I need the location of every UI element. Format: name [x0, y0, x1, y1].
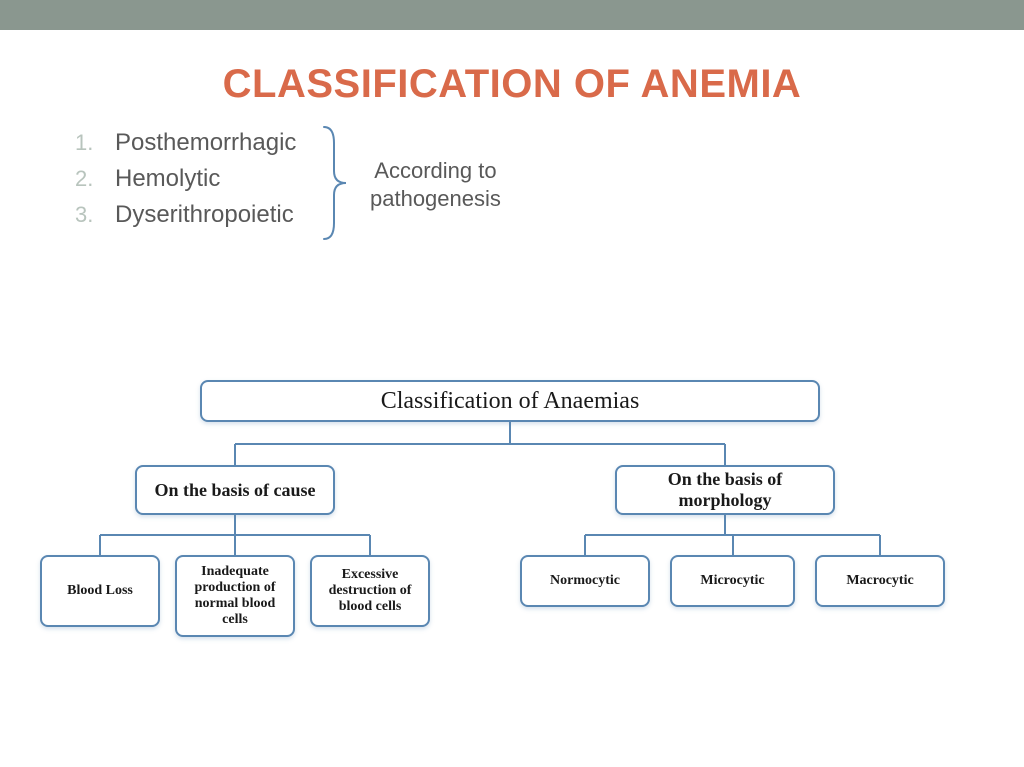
pathogenesis-list: 1. Posthemorrhagic 2. Hemolytic 3. Dyser…: [75, 129, 1024, 229]
tree-node-l1: Blood Loss: [40, 555, 160, 627]
tree-connector: [724, 444, 726, 466]
top-accent-bar: [0, 0, 1024, 30]
note-line: According to: [374, 158, 496, 183]
tree-node-l3: Excessive destruction of blood cells: [310, 555, 430, 627]
list-number: 2.: [75, 166, 97, 192]
list-item: 3. Dyserithropoietic: [75, 201, 1024, 229]
tree-connector: [234, 515, 236, 535]
list-number: 1.: [75, 130, 97, 156]
tree-node-l2: Inadequate production of normal blood ce…: [175, 555, 295, 637]
pathogenesis-section: 1. Posthemorrhagic 2. Hemolytic 3. Dyser…: [0, 129, 1024, 249]
tree-connector: [732, 535, 734, 555]
tree-connector: [369, 535, 371, 555]
pathogenesis-note: According to pathogenesis: [370, 157, 501, 212]
list-label: Posthemorrhagic: [115, 129, 296, 157]
tree-node-l4: Normocytic: [520, 555, 650, 607]
tree-node-l5: Microcytic: [670, 555, 795, 607]
tree-node-root: Classification of Anaemias: [200, 380, 820, 422]
list-label: Dyserithropoietic: [115, 201, 294, 229]
tree-node-l6: Macrocytic: [815, 555, 945, 607]
tree-connector: [509, 422, 511, 444]
tree-connector: [584, 535, 586, 555]
tree-connector: [879, 535, 881, 555]
tree-connector: [235, 443, 725, 445]
list-item: 1. Posthemorrhagic: [75, 129, 1024, 157]
list-number: 3.: [75, 202, 97, 228]
tree-node-mid2: On the basis of morphology: [615, 465, 835, 515]
tree-connector: [99, 535, 101, 555]
note-line: pathogenesis: [370, 186, 501, 211]
list-item: 2. Hemolytic: [75, 165, 1024, 193]
page-title: CLASSIFICATION OF ANEMIA: [0, 62, 1024, 107]
tree-connector: [234, 535, 236, 555]
tree-connector: [724, 515, 726, 535]
brace-icon: [320, 123, 350, 243]
tree-connector: [234, 444, 236, 466]
list-label: Hemolytic: [115, 165, 220, 193]
tree-node-mid1: On the basis of cause: [135, 465, 335, 515]
